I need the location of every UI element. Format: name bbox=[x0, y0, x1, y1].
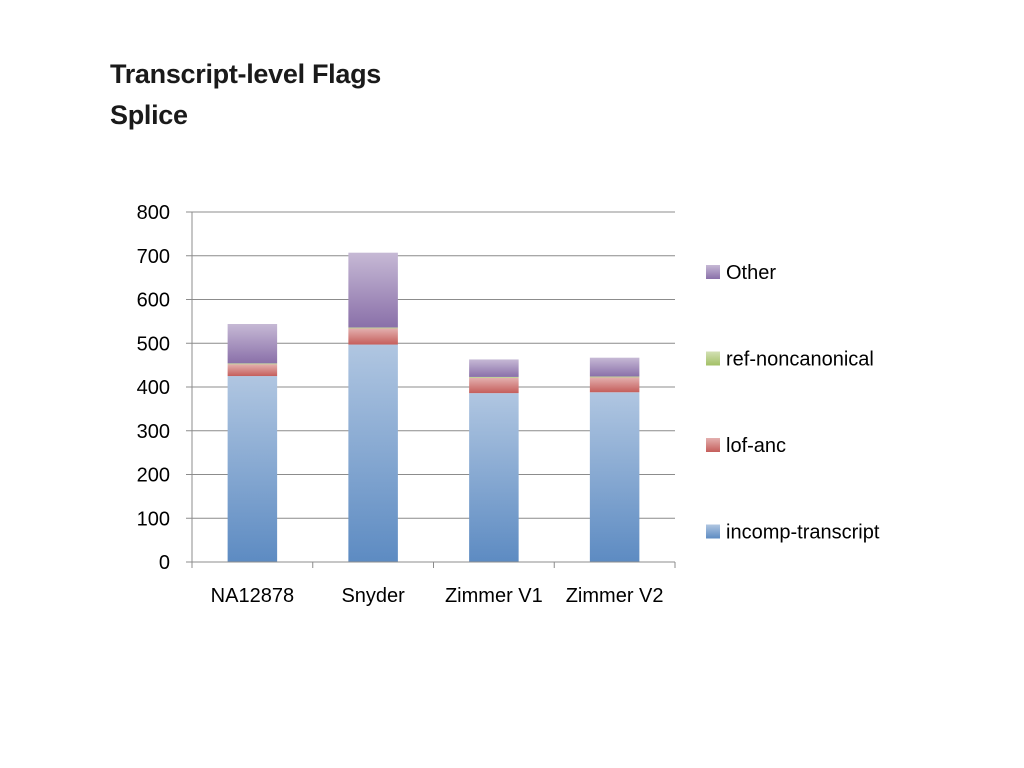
x-tick-label: NA12878 bbox=[211, 585, 294, 607]
x-tick-label: Zimmer V2 bbox=[566, 585, 664, 607]
legend-swatch bbox=[706, 351, 720, 366]
chart-title: Transcript-level Flags Splice bbox=[110, 54, 381, 136]
legend-label: incomp-transcript bbox=[726, 522, 880, 544]
chart-title-line1: Transcript-level Flags bbox=[110, 59, 382, 89]
bar-ref-noncanonical bbox=[348, 327, 398, 329]
bar-other bbox=[348, 252, 398, 328]
y-tick-label: 200 bbox=[137, 465, 170, 487]
bar-incomp-transcript bbox=[227, 376, 278, 562]
y-tick-label: 300 bbox=[137, 421, 170, 443]
y-tick-label: 100 bbox=[137, 508, 170, 530]
y-tick-label: 700 bbox=[137, 246, 170, 268]
chart-title-line2: Splice bbox=[110, 100, 188, 130]
bar-ref-noncanonical bbox=[227, 363, 278, 365]
bar-lof-anc bbox=[227, 364, 278, 377]
bar-ref-noncanonical bbox=[469, 376, 519, 378]
y-tick-label: 800 bbox=[137, 202, 170, 224]
bar-incomp-transcript bbox=[469, 393, 519, 562]
bar-lof-anc bbox=[589, 377, 640, 393]
legend: Other ref-noncanonical lof-anc incomp-trans… bbox=[706, 262, 880, 544]
bar-lof-anc bbox=[469, 377, 519, 394]
y-tick-label: 400 bbox=[137, 377, 170, 399]
legend-label: lof-anc bbox=[726, 435, 786, 457]
legend-swatch bbox=[706, 438, 720, 452]
legend-swatch bbox=[706, 524, 720, 539]
bar-ref-noncanonical bbox=[589, 376, 640, 378]
legend-label: ref-noncanonical bbox=[726, 349, 874, 371]
legend-swatch bbox=[706, 265, 720, 279]
bar-other bbox=[227, 324, 278, 364]
bars bbox=[227, 252, 640, 562]
bar-incomp-transcript bbox=[589, 392, 640, 562]
axes: 0 100 200 300 400 500 600 700 800 NA12878 Snyder Zi… bbox=[137, 202, 676, 607]
legend-label: Other bbox=[726, 262, 776, 284]
legend-item: lof-anc bbox=[706, 435, 786, 457]
x-tick-label: Zimmer V1 bbox=[445, 585, 543, 607]
x-tick-label: Snyder bbox=[341, 585, 405, 607]
legend-item: Other bbox=[706, 262, 776, 284]
bar-other bbox=[589, 357, 640, 377]
legend-item: ref-noncanonical bbox=[706, 349, 874, 371]
legend-item: incomp-transcript bbox=[706, 522, 880, 544]
bar-lof-anc bbox=[348, 328, 398, 345]
y-tick-label: 600 bbox=[137, 290, 170, 312]
bar-incomp-transcript bbox=[348, 344, 398, 562]
y-tick-label: 500 bbox=[137, 333, 170, 355]
bar-other bbox=[469, 359, 519, 377]
y-tick-label: 0 bbox=[159, 552, 170, 574]
